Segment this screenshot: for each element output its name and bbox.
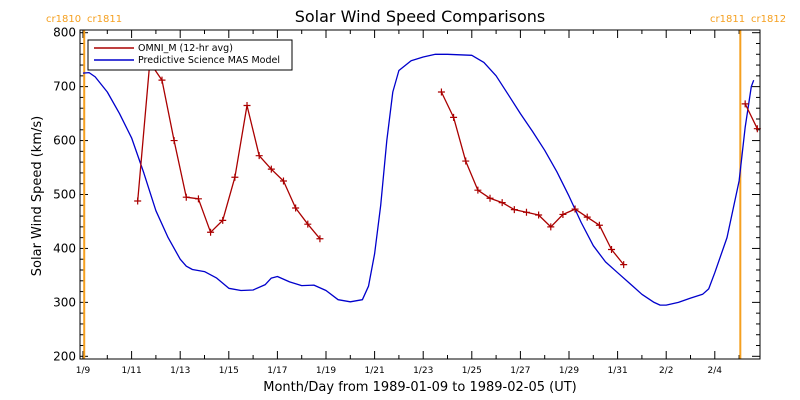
- data-point: [255, 152, 263, 160]
- data-point: [595, 221, 603, 229]
- data-point: [267, 165, 275, 173]
- data-point: [583, 213, 591, 221]
- data-point: [316, 235, 324, 243]
- data-point: [158, 76, 166, 84]
- data-point: [243, 102, 251, 110]
- data-point: [279, 177, 287, 185]
- x-tick-label: 1/25: [462, 366, 482, 376]
- data-point: [620, 261, 628, 269]
- x-tick-label: 1/17: [267, 366, 287, 376]
- data-point: [462, 157, 470, 165]
- y-tick-label: 500: [53, 188, 76, 202]
- carrington-markers: cr1810 cr1811 cr1811 cr1812: [46, 14, 786, 359]
- series-layer: [82, 53, 761, 306]
- series-mas: [82, 53, 755, 306]
- plot-frame: [79, 29, 761, 360]
- x-tick-label: 1/29: [559, 366, 579, 376]
- legend-label-mas: Predictive Science MAS Model: [138, 55, 280, 66]
- data-point: [535, 211, 543, 219]
- data-point: [194, 195, 202, 203]
- x-tick-label: 1/11: [121, 366, 141, 376]
- data-point: [741, 100, 749, 108]
- legend-label-omni: OMNI_M (12-hr avg): [138, 43, 233, 54]
- carrington-label-right: cr1812: [751, 14, 786, 25]
- y-tick-label: 800: [53, 26, 76, 40]
- carrington-label-right: cr1811: [87, 14, 122, 25]
- x-tick-label: 2/4: [708, 366, 723, 376]
- x-tick-label: 2/2: [659, 366, 673, 376]
- series-omni: [134, 58, 761, 269]
- series-line: [137, 61, 321, 240]
- x-tick-label: 1/31: [607, 366, 627, 376]
- legend: OMNI_M (12-hr avg) Predictive Science MA…: [87, 39, 293, 71]
- x-tick-label: 1/21: [364, 366, 384, 376]
- data-point: [498, 199, 506, 207]
- x-tick-label: 1/19: [316, 366, 336, 376]
- x-tick-label: 1/15: [219, 366, 239, 376]
- data-point: [559, 210, 567, 218]
- data-point: [510, 206, 518, 214]
- data-point: [219, 216, 227, 224]
- y-tick-label: 400: [53, 241, 76, 255]
- chart-title: Solar Wind Speed Comparisons: [295, 7, 546, 26]
- data-point: [450, 113, 458, 121]
- y-axis-label: Solar Wind Speed (km/s): [30, 116, 45, 276]
- y-tick-label: 300: [53, 295, 76, 309]
- x-tick-label: 1/27: [510, 366, 530, 376]
- series-line: [82, 53, 755, 306]
- y-tick-label: 700: [53, 80, 76, 94]
- data-point: [182, 193, 190, 201]
- data-point: [207, 228, 215, 236]
- y-tick-label: 200: [53, 349, 76, 363]
- legend-box: [87, 39, 293, 71]
- data-point: [547, 223, 555, 231]
- carrington-label-left: cr1811: [710, 14, 745, 25]
- x-tick-label: 1/23: [413, 366, 433, 376]
- y-tick-label: 600: [53, 134, 76, 148]
- data-point: [522, 208, 530, 216]
- data-point: [608, 246, 616, 254]
- x-tick-label: 1/9: [76, 366, 91, 376]
- axis-ticks: 200 300 400 500 600 700 800 1/9 1/11 1/13 1/15 1/17…: [53, 26, 760, 376]
- series-line: [744, 103, 758, 129]
- x-axis-label: Month/Day from 1989-01-09 to 1989-02-05 …: [263, 380, 576, 395]
- plot-area: 200 300 400 500 600 700 800 1/9 1/11 1/13 1/15 1/17…: [46, 14, 786, 376]
- data-point: [437, 88, 445, 96]
- data-point: [170, 137, 178, 145]
- carrington-label-left: cr1810: [46, 14, 81, 25]
- data-point: [231, 173, 239, 181]
- series-line: [440, 91, 625, 266]
- data-point: [134, 197, 142, 205]
- data-point: [474, 186, 482, 194]
- data-point: [292, 204, 300, 212]
- data-point: [571, 205, 579, 213]
- x-tick-label: 1/13: [170, 366, 190, 376]
- data-point: [486, 194, 494, 202]
- data-point: [304, 220, 312, 228]
